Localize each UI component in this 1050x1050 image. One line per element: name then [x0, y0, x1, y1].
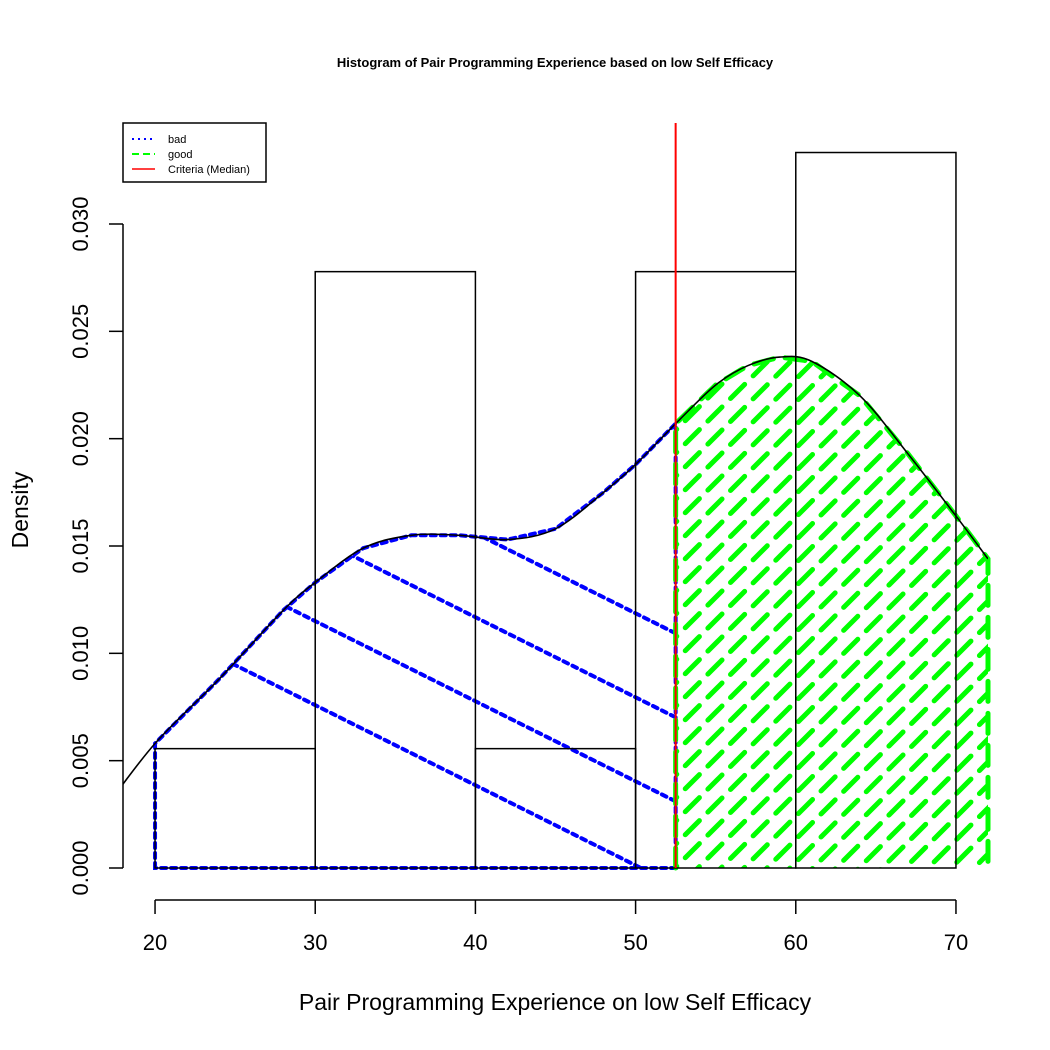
good-hatch-line: [675, 632, 988, 868]
x-tick-label-30: 30: [303, 930, 327, 955]
density-curve: [123, 355, 988, 786]
good-hatch-line: [675, 517, 988, 868]
good-hatch-line: [640, 0, 1000, 167]
x-tick-label-20: 20: [143, 930, 167, 955]
y-tick-label-0.015: 0.015: [68, 518, 93, 573]
good-hatch-line: [640, 0, 1000, 52]
good-hatch-line: [675, 770, 988, 868]
good-hatch-line: [640, 0, 1000, 213]
good-hatch-line: [675, 494, 988, 860]
x-tick-label-70: 70: [944, 930, 968, 955]
good-hatch-line: [675, 747, 988, 868]
good-hatch-line: [675, 357, 988, 446]
y-tick-label-0.005: 0.005: [68, 733, 93, 788]
legend-box: [122, 122, 267, 183]
bad-hatch-line: [155, 545, 676, 868]
good-hatch-line: [675, 357, 988, 630]
good-hatch-line: [640, 0, 1000, 6]
good-hatch-line: [675, 471, 988, 837]
histogram-bar-3: [474, 747, 637, 869]
y-tick-label-0.020: 0.020: [68, 411, 93, 466]
good-hatch-line: [675, 357, 988, 515]
good-hatch-line: [675, 357, 988, 653]
good-hatch-line: [675, 724, 988, 868]
bad-hatch-line: [155, 423, 676, 832]
good-hatch-line: [675, 357, 988, 469]
histogram-bar-1: [154, 747, 316, 869]
legend-label-1: bad: [168, 134, 186, 146]
good-hatch-line: [675, 540, 988, 868]
legend: bad good Criteria (Median): [122, 122, 267, 183]
histogram-bar-5: [795, 151, 957, 869]
good-hatch-line: [640, 0, 1000, 190]
x-axis-title: Pair Programming Experience on low Self …: [299, 989, 812, 1015]
good-hatch-line: [675, 357, 988, 561]
good-hatch-line: [675, 563, 988, 868]
chart-title: Histogram of Pair Programming Experience…: [337, 55, 774, 70]
good-hatch-line: [675, 448, 988, 814]
good-hatch-line: [675, 586, 988, 868]
y-tick-label-0.000: 0.000: [68, 840, 93, 895]
good-hatch-line: [640, 0, 1000, 351]
y-axis-title: Density: [7, 471, 33, 548]
bad-region-outline: [153, 418, 678, 870]
good-hatch-line: [675, 357, 988, 400]
x-tick-label-50: 50: [623, 930, 647, 955]
good-hatch-line: [640, 0, 1000, 236]
x-tick-label-60: 60: [784, 930, 808, 955]
good-hatch-line: [640, 1026, 1000, 1050]
histogram-bar-2: [314, 270, 477, 869]
good-hatch-line: [675, 357, 988, 538]
good-hatch-line: [640, 888, 1000, 1050]
bad-hatch-group: [155, 423, 676, 868]
good-hatch-line: [675, 678, 988, 868]
y-tick-label-0.010: 0.010: [68, 626, 93, 681]
good-hatch-line: [640, 0, 1000, 98]
good-hatch-group: [640, 0, 1000, 1050]
y-tick-label-0.025: 0.025: [68, 304, 93, 359]
good-hatch-line: [675, 862, 988, 868]
good-hatch-line: [640, 0, 1000, 144]
legend-label-3: Criteria (Median): [168, 164, 250, 176]
good-hatch-line: [640, 0, 1000, 29]
good-hatch-line: [675, 357, 988, 607]
good-hatch-line: [675, 793, 988, 868]
good-hatch-line: [640, 0, 1000, 259]
good-hatch-line: [675, 357, 988, 584]
good-hatch-line: [640, 0, 1000, 282]
density-curve-group: [123, 355, 988, 786]
y-tick-label-0.030: 0.030: [68, 196, 93, 251]
bad-hatch-line: [155, 461, 676, 868]
good-hatch-line: [675, 701, 988, 868]
good-hatch-line: [675, 655, 988, 868]
good-hatch-line: [640, 0, 1000, 328]
x-tick-label-40: 40: [463, 930, 487, 955]
good-hatch-line: [675, 609, 988, 868]
legend-label-2: good: [168, 149, 192, 161]
good-hatch-line: [675, 357, 988, 492]
